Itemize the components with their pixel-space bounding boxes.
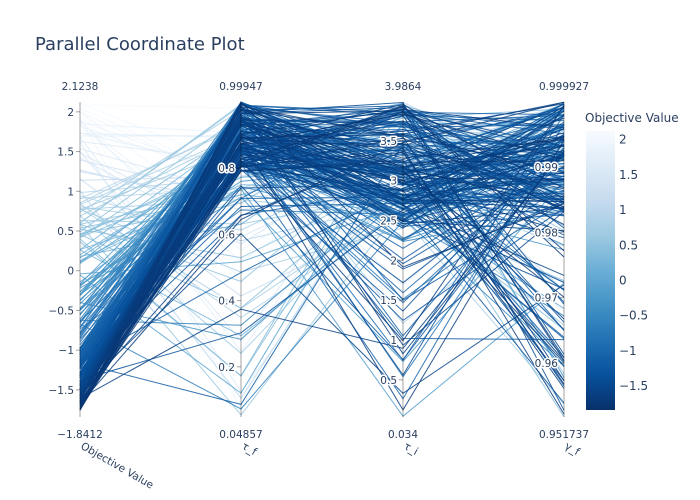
trial-line bbox=[79, 111, 565, 410]
axis-tick-label: −0.5 bbox=[49, 305, 75, 317]
colorbar-tick-label: −0.5 bbox=[619, 309, 648, 323]
trial-line bbox=[79, 101, 565, 409]
axis-tick-label: −1.5 bbox=[49, 385, 75, 397]
axis-title: τ_f bbox=[240, 440, 259, 458]
colorbar: Objective Value 2 1.5 1 0.5 0 −0.5 −1 −1.5 bbox=[585, 111, 679, 410]
axis-tick-label: 0 bbox=[67, 266, 74, 278]
axis-tick-label: 0.2 bbox=[218, 362, 235, 374]
axis-tick-label: −1 bbox=[59, 345, 74, 357]
trial-line bbox=[79, 104, 565, 377]
chart-title: Parallel Coordinate Plot bbox=[35, 34, 245, 55]
trial-line bbox=[79, 137, 565, 415]
trial-line bbox=[79, 160, 565, 407]
trial-line bbox=[79, 105, 565, 403]
polyline-layer bbox=[79, 101, 565, 418]
trial-line bbox=[79, 101, 565, 411]
colorbar-tick-label: 0.5 bbox=[619, 238, 638, 252]
axis-tick-label: 2 bbox=[67, 107, 74, 119]
axis-tick-label: 2.5 bbox=[380, 215, 397, 227]
colorbar-tick-label: −1 bbox=[619, 344, 637, 358]
trial-line bbox=[79, 105, 565, 374]
axis-range-min: 0.04857 bbox=[219, 429, 262, 441]
trial-line bbox=[79, 102, 565, 402]
axis-range-max: 2.1238 bbox=[62, 81, 99, 93]
axes-layer: 2 1.5 1 0.5 0 −0.5 −1 −1.5 2.1238 −1.8412Objectiv… bbox=[47, 81, 589, 492]
trial-line bbox=[79, 130, 565, 407]
axis-tick-label: 2 bbox=[390, 255, 397, 267]
axis-tick-label: 0.98 bbox=[535, 227, 558, 239]
axis-tick-label: 1.5 bbox=[57, 147, 74, 159]
colorbar-tick-label: −1.5 bbox=[619, 379, 648, 393]
trial-line bbox=[79, 133, 565, 396]
axis-tick-label: 0.99 bbox=[535, 162, 558, 174]
trial-line bbox=[79, 119, 565, 407]
axis-tick-label: 1 bbox=[67, 186, 74, 198]
axis-range-min: 0.951737 bbox=[539, 429, 589, 441]
axis-range-max: 3.9864 bbox=[385, 81, 422, 93]
trial-line bbox=[79, 109, 565, 411]
axis-title: γ_f bbox=[563, 440, 582, 458]
axis-range-max: 0.99947 bbox=[219, 81, 262, 93]
axis-tick-label: 0.5 bbox=[380, 375, 397, 387]
axis-tick-label: 0.96 bbox=[535, 358, 559, 370]
axis-title: Objective Value bbox=[79, 440, 156, 491]
trial-line bbox=[79, 123, 565, 411]
trial-line bbox=[79, 101, 565, 405]
trial-line bbox=[79, 113, 565, 411]
axis-tick-label: 1 bbox=[390, 335, 397, 347]
colorbar-tick-label: 0 bbox=[619, 273, 627, 287]
trial-line bbox=[79, 124, 565, 340]
axis-tick-label: 3 bbox=[390, 176, 397, 188]
colorbar-tick-label: 1.5 bbox=[619, 168, 638, 182]
axis-title: τ_i bbox=[402, 440, 421, 458]
axis-tick-label: 0.5 bbox=[57, 226, 74, 238]
trial-line bbox=[79, 104, 565, 355]
trial-line bbox=[79, 143, 565, 397]
axis-tick-label: 3.5 bbox=[380, 136, 397, 148]
colorbar-ticks: 2 1.5 1 0.5 0 −0.5 −1 −1.5 bbox=[619, 133, 648, 393]
axis-range-max: 0.999927 bbox=[539, 81, 589, 93]
axis-tick-label: 0.4 bbox=[218, 296, 235, 308]
axis-range-min: 0.034 bbox=[388, 429, 418, 441]
colorbar-tick-label: 1 bbox=[619, 203, 627, 217]
colorbar-title: Objective Value bbox=[585, 111, 679, 125]
colorbar-tick-label: 2 bbox=[619, 133, 627, 147]
axis-tick-label: 1.5 bbox=[380, 295, 397, 307]
colorbar-gradient bbox=[586, 131, 615, 410]
trial-line bbox=[79, 106, 565, 393]
axis-tick-label: 0.6 bbox=[218, 229, 235, 241]
trial-line bbox=[79, 150, 565, 400]
trial-line bbox=[79, 150, 565, 397]
axis-tick-label: 0.8 bbox=[218, 163, 235, 175]
axis-range-min: −1.8412 bbox=[57, 429, 103, 441]
axis-tick-label: 0.97 bbox=[535, 293, 558, 305]
